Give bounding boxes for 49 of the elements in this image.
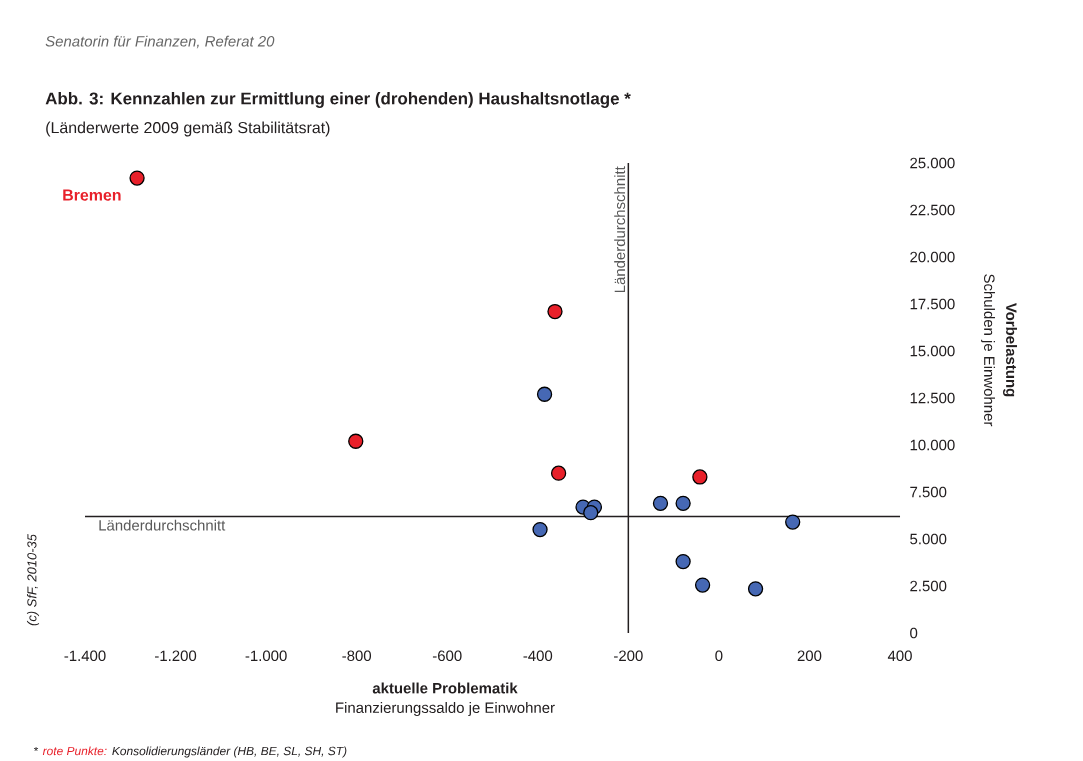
point bbox=[785, 514, 801, 530]
text: Finanzierungssaldo je Einwohner bbox=[336, 702, 555, 716]
y-tick-label: 2.500 bbox=[910, 580, 947, 592]
x-tick-label: 200 bbox=[797, 650, 822, 662]
point bbox=[348, 433, 364, 449]
text: rote Punkte: bbox=[42, 746, 107, 756]
annotation: Bremen bbox=[63, 189, 121, 201]
x-tick-label: -400 bbox=[523, 650, 553, 662]
point bbox=[652, 495, 669, 511]
x-tick-label: -1.000 bbox=[245, 650, 287, 662]
y-tick-label: 20.000 bbox=[910, 251, 955, 263]
point bbox=[747, 581, 764, 597]
point bbox=[547, 303, 563, 320]
y-tick-label: 0 bbox=[910, 627, 918, 639]
chart-title: Abb. 3: Kennzahlen zur Ermittlung einer (drohenden) Haushaltsnotlage * bbox=[45, 92, 631, 108]
y-tick-label: 15.000 bbox=[910, 345, 955, 357]
y-tick-label: 5.000 bbox=[910, 533, 947, 545]
x-tick-label: -800 bbox=[342, 650, 372, 662]
text: Konsolidierungsländer (HB, BE, SL, SH, ST) bbox=[112, 746, 347, 758]
x-axis-title: aktuelle Problematik bbox=[372, 682, 518, 694]
point bbox=[675, 495, 691, 511]
point bbox=[694, 577, 711, 593]
y-tick-label: 17.500 bbox=[910, 298, 955, 310]
point bbox=[536, 386, 553, 402]
text: Schulden je Einwohner bbox=[981, 274, 995, 427]
text: (c) SfF, 2010-35 bbox=[26, 534, 40, 626]
ref-line-label: Länderdurchschnitt bbox=[614, 166, 626, 293]
y-tick-label: 10.000 bbox=[910, 439, 955, 451]
y-tick-label: 25.000 bbox=[910, 157, 955, 169]
x-tick-label: -1.200 bbox=[155, 650, 197, 662]
text: * bbox=[33, 746, 39, 752]
x-tick-label: -600 bbox=[432, 650, 462, 662]
chart-subtitle: (Länderwerte 2009 gemäß Stabilitätsrat) bbox=[46, 121, 330, 137]
x-tick-label: 0 bbox=[715, 650, 723, 662]
y-tick-label: 12.500 bbox=[910, 392, 955, 404]
point bbox=[675, 553, 691, 570]
point bbox=[129, 170, 145, 186]
text: Senatorin für Finanzen, Referat 20 bbox=[45, 35, 275, 49]
point bbox=[550, 465, 567, 481]
x-tick-label: 400 bbox=[887, 650, 912, 662]
x-tick-label: -200 bbox=[614, 650, 643, 662]
point bbox=[692, 469, 708, 485]
y-tick-label: 7.500 bbox=[910, 486, 947, 498]
ref-line-label: Länderdurchschnitt bbox=[99, 519, 226, 531]
y-axis-title: Vorbelastung bbox=[1003, 302, 1018, 397]
point bbox=[532, 521, 548, 538]
x-tick-label: -1.400 bbox=[64, 650, 106, 662]
point bbox=[583, 505, 599, 521]
y-tick-label: 22.500 bbox=[910, 204, 955, 216]
